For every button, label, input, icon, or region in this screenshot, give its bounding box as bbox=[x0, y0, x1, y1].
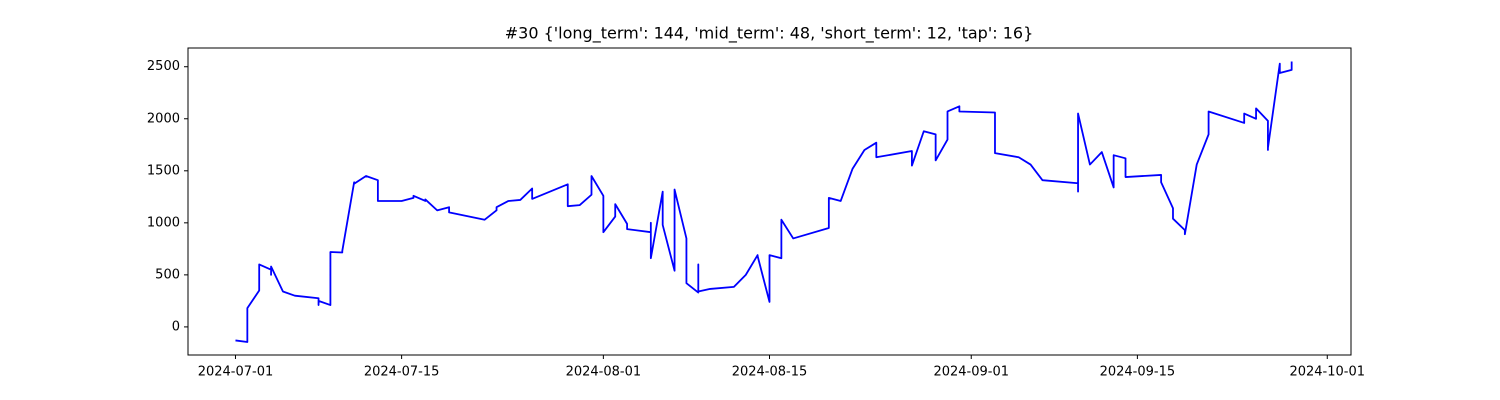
y-tick-label: 0 bbox=[172, 319, 180, 334]
y-tick-label: 500 bbox=[155, 267, 180, 282]
x-tick-label: 2024-07-01 bbox=[198, 365, 274, 380]
x-tick-label: 2024-10-01 bbox=[1289, 365, 1365, 380]
y-tick-label: 2500 bbox=[147, 59, 180, 74]
x-tick-label: 2024-08-01 bbox=[566, 365, 642, 380]
x-tick-label: 2024-09-01 bbox=[933, 365, 1009, 380]
data-line bbox=[235, 61, 1293, 343]
y-tick-label: 2000 bbox=[147, 111, 180, 126]
y-tick-label: 1000 bbox=[147, 215, 180, 230]
x-tick-label: 2024-07-15 bbox=[364, 365, 440, 380]
y-tick-label: 1500 bbox=[147, 163, 180, 178]
plot-frame bbox=[187, 47, 1352, 356]
chart-title: #30 {'long_term': 144, 'mid_term': 48, '… bbox=[505, 24, 1034, 44]
x-tick-label: 2024-09-15 bbox=[1100, 365, 1176, 380]
x-tick-label: 2024-08-15 bbox=[732, 365, 808, 380]
